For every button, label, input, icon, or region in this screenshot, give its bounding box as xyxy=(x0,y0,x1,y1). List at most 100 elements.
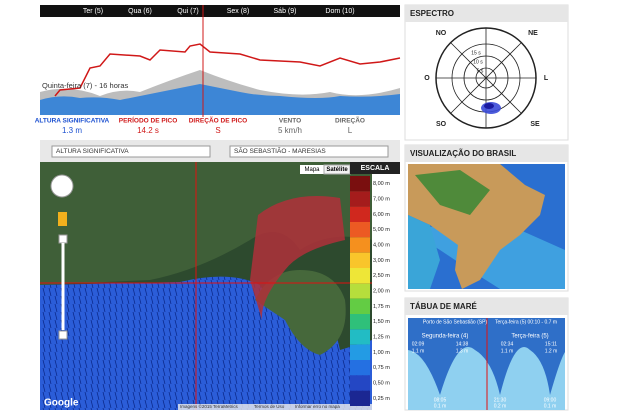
scale-label: 0,75 m xyxy=(373,365,390,371)
metric-label: VENTO xyxy=(279,118,301,125)
brazil-title: VISUALIZAÇÃO DO BRASIL xyxy=(410,149,516,158)
metric-value: S xyxy=(215,126,220,135)
scale-swatch xyxy=(350,298,370,314)
tide-port: Porto de São Sebastião (SP) xyxy=(423,319,488,325)
scale-swatch xyxy=(350,191,370,207)
satellite-button-text: Satélite xyxy=(326,167,348,173)
metric-value: L xyxy=(348,126,353,135)
location-select-text: SÃO SEBASTIÃO - MARESIAS xyxy=(234,146,326,155)
tide-high-time: 02:34 xyxy=(501,341,514,347)
map-button[interactable] xyxy=(300,165,324,174)
wave-graph xyxy=(40,5,401,117)
scale-label: 4,00 m xyxy=(373,242,390,248)
tide-day: Segunda-feira (4) xyxy=(422,334,469,340)
tide-high-time: 14:38 xyxy=(456,341,469,347)
scale-swatch xyxy=(350,176,370,192)
direction-label: NE xyxy=(528,30,538,37)
tide-current: Terça-feira (5) 00:10 - 0.7 m xyxy=(495,319,557,325)
spectrum-header xyxy=(405,5,568,22)
scale-swatch xyxy=(350,375,370,391)
scale-label: 0,50 m xyxy=(373,380,390,386)
street-view[interactable] xyxy=(58,212,67,226)
scale-label: 5,00 m xyxy=(373,227,390,233)
scale-label: 1,50 m xyxy=(373,319,390,325)
scale-label: 8,00 m xyxy=(373,181,390,187)
scale-swatch xyxy=(350,329,370,345)
ring-label: 5 s xyxy=(477,68,484,74)
scale-label: 0,25 m xyxy=(373,396,390,402)
ring-label: 15 s xyxy=(471,50,481,56)
tide-low-time: 08:05 xyxy=(434,397,447,403)
direction-label: SO xyxy=(436,121,447,128)
map-button-text: Mapa xyxy=(304,167,320,173)
spectrum-title: ESPECTRO xyxy=(410,9,454,18)
day-label: Sex (8) xyxy=(227,8,250,15)
tide-low-time: 09:00 xyxy=(544,397,557,403)
metric-label: DIREÇÃO xyxy=(335,116,365,125)
day-label: Dom (10) xyxy=(325,8,354,15)
tide-title: TÁBUA DE MARÉ xyxy=(410,302,477,311)
spectrum-panel xyxy=(404,4,569,141)
day-label: Qui (7) xyxy=(177,8,198,15)
metric-value: 1.3 m xyxy=(62,126,82,135)
scale-label: 1,75 m xyxy=(373,304,390,310)
footer-text: Imagens ©2015 TerraMetrics xyxy=(180,403,239,409)
scale-label: 3,00 m xyxy=(373,258,390,264)
metric-value: 5 km/h xyxy=(278,126,302,135)
day-label: Ter (5) xyxy=(83,8,103,15)
day-header xyxy=(40,5,400,17)
metric-label: DIREÇÃO DE PICO xyxy=(189,116,248,125)
tide-high-height: 1.3 m xyxy=(456,348,469,354)
tide-low-time: 21:30 xyxy=(494,397,507,403)
map: Mapa Satélite Google Imagens ©2015 Terra… xyxy=(40,162,372,410)
scale-swatch xyxy=(350,314,370,330)
scale-swatch xyxy=(350,268,370,284)
metric-value: 14.2 s xyxy=(137,126,159,135)
scale-label: 2,00 m xyxy=(373,288,390,294)
brazil-map[interactable] xyxy=(408,164,565,289)
metric-label: PERÍODO DE PICO xyxy=(119,116,178,125)
polar-plot xyxy=(435,27,537,129)
pan-control[interactable] xyxy=(50,174,74,198)
day-label: Sáb (9) xyxy=(274,8,297,15)
tide-high-height: 1.1 m xyxy=(412,348,425,354)
tide-day: Terça-feira (5) xyxy=(511,334,548,340)
cursor-label: Quinta-feira (7) - 16 horas xyxy=(42,81,129,90)
footer-link[interactable]: Termos de Uso xyxy=(254,404,285,409)
tide-header xyxy=(405,298,568,315)
tide-low-height: 0.2 m xyxy=(494,403,507,409)
scale-label: 7,00 m xyxy=(373,196,390,202)
direction-label: NO xyxy=(436,30,447,37)
tide-high-time: 15:11 xyxy=(545,341,557,347)
zoom-in[interactable] xyxy=(58,234,68,244)
tide-low-height: 0.1 m xyxy=(544,403,557,409)
variable-select[interactable] xyxy=(51,145,211,158)
brazil-header xyxy=(405,145,568,162)
scale-swatch xyxy=(350,283,370,299)
direction-label: SE xyxy=(530,121,540,128)
scale-swatch xyxy=(350,252,370,268)
tide-high-height: 1.1 m xyxy=(501,348,514,354)
zoom-out[interactable] xyxy=(58,330,68,340)
footer-link[interactable]: Informar erro no mapa xyxy=(295,404,340,409)
scale-label: 6,00 m xyxy=(373,212,390,218)
scale-swatch xyxy=(350,206,370,222)
tide-high-time: 02:09 xyxy=(412,341,425,347)
direction-label: L xyxy=(544,75,549,82)
metric-label: ALTURA SIGNIFICATIVA xyxy=(35,118,110,125)
scale-panel xyxy=(372,162,400,410)
tide-low-height: 0.1 m xyxy=(434,403,447,409)
scale-label: 1,25 m xyxy=(373,334,390,340)
scale-swatch xyxy=(350,237,370,253)
scale-swatch xyxy=(350,360,370,376)
scale-swatch xyxy=(350,344,370,360)
tide-high-height: 1.2 m xyxy=(545,348,558,354)
direction-label: O xyxy=(424,75,430,82)
scale-swatch xyxy=(350,390,370,406)
location-select[interactable] xyxy=(229,145,389,158)
day-label: Qua (6) xyxy=(128,8,152,15)
scale-title: ESCALA xyxy=(361,165,390,172)
variable-select-text: ALTURA SIGNIFICATIVA xyxy=(56,148,129,155)
